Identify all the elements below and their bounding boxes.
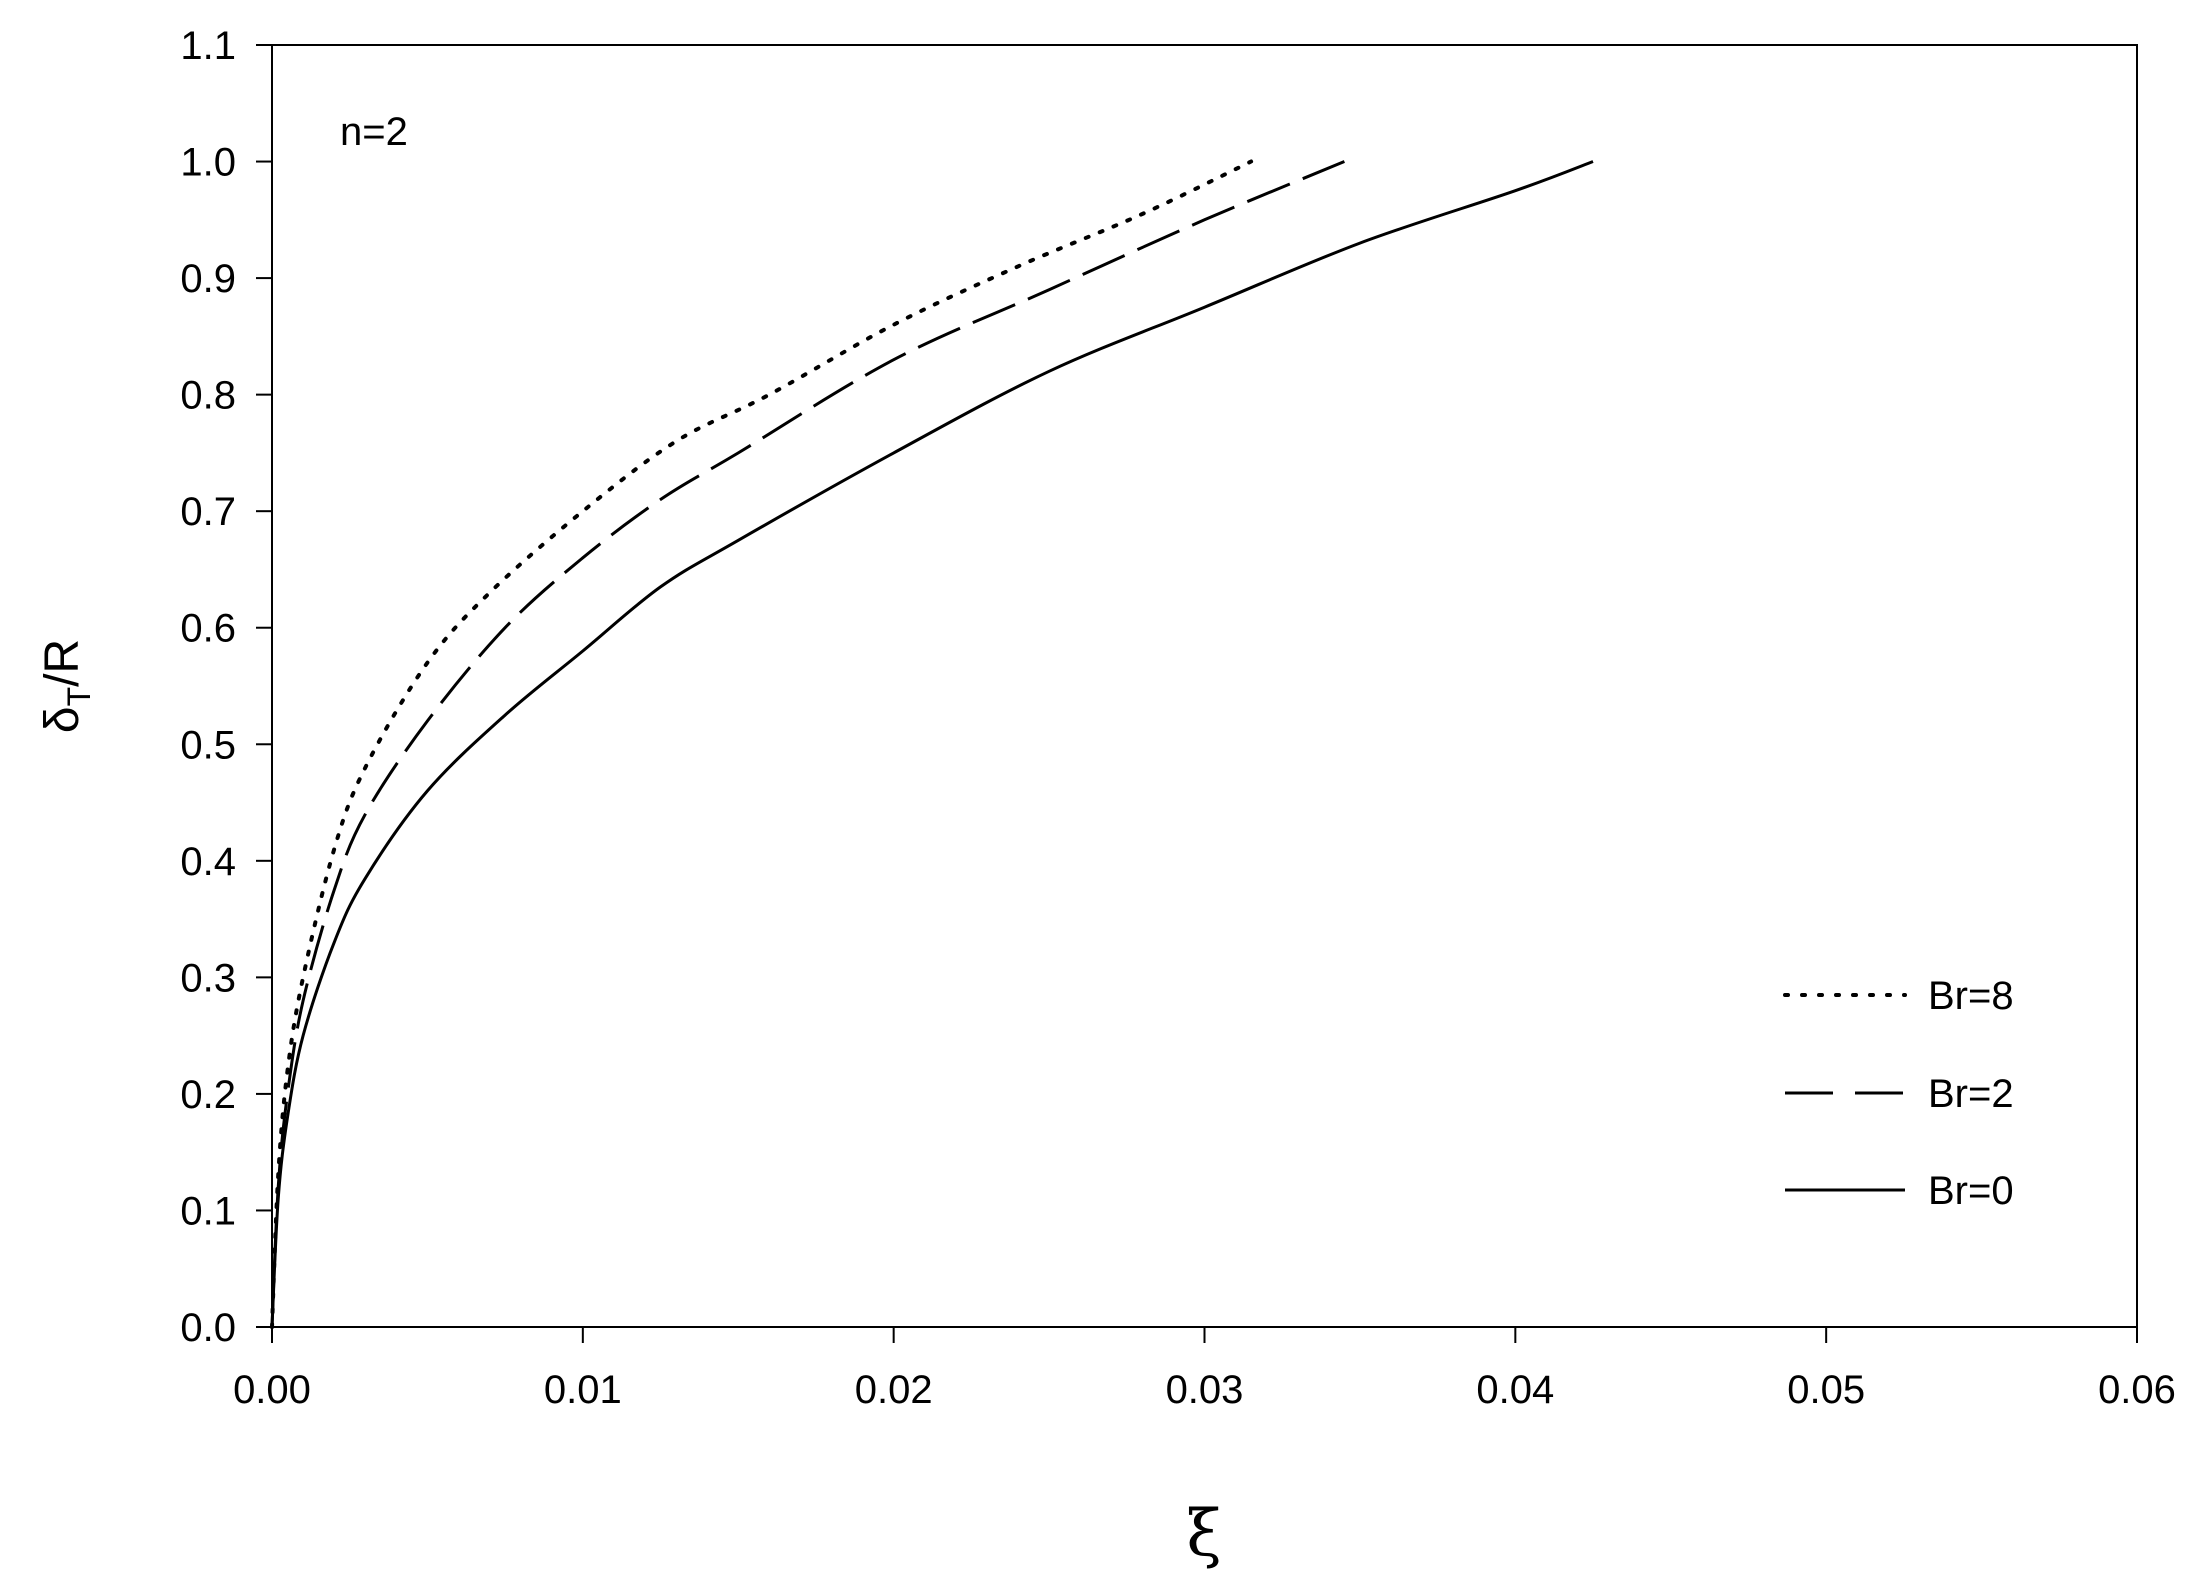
y-tick-label: 0.9 — [180, 257, 236, 301]
x-tick-label: 0.05 — [1787, 1368, 1865, 1412]
y-tick-label: 1.0 — [180, 141, 236, 185]
annotation-n: n=2 — [340, 110, 408, 154]
plot-frame — [271, 44, 2138, 1328]
y-tick-label: 0.1 — [180, 1189, 236, 1233]
legend: Br=8 Br=2 Br=0 — [1783, 974, 2014, 1213]
y-tick-label: 1.1 — [180, 24, 236, 68]
y-tick-label: 0.8 — [180, 374, 236, 418]
x-axis-title: ξ — [1186, 1497, 1221, 1571]
y-axis-title: δT/R — [36, 639, 97, 733]
series-line-br-2 — [270, 160, 1345, 1328]
legend-label: Br=0 — [1928, 1169, 2014, 1213]
series-lines — [270, 159, 1594, 1329]
x-tick-label: 0.06 — [2098, 1368, 2176, 1412]
y-axis-title-rest: /R — [36, 639, 89, 687]
x-tick-label: 0.03 — [1166, 1368, 1244, 1412]
series-line-br-8 — [270, 159, 1254, 1329]
y-axis-title-main: δ — [36, 706, 89, 733]
y-tick-label: 0.5 — [180, 723, 236, 767]
series-line-br-0 — [270, 160, 1594, 1328]
legend-label: Br=8 — [1928, 974, 2014, 1018]
x-tick-label: 0.01 — [544, 1368, 622, 1412]
x-tick-label: 0.04 — [1476, 1368, 1554, 1412]
y-tick-label: 0.0 — [180, 1306, 236, 1350]
axes: 0.00 0.01 0.02 0.03 0.04 0.05 0.06 0.0 0.1 0.2 0.3… — [180, 24, 2176, 1412]
y-axis-title-sub: T — [61, 687, 97, 707]
legend-label: Br=2 — [1928, 1072, 2014, 1116]
y-tick-label: 0.3 — [180, 956, 236, 1000]
x-tick-label: 0.02 — [855, 1368, 933, 1412]
x-tick-label: 0.00 — [233, 1368, 311, 1412]
y-tick-label: 0.6 — [180, 607, 236, 651]
y-tick-label: 0.2 — [180, 1073, 236, 1117]
y-tick-label: 0.7 — [180, 490, 236, 534]
y-tick-label: 0.4 — [180, 840, 236, 884]
